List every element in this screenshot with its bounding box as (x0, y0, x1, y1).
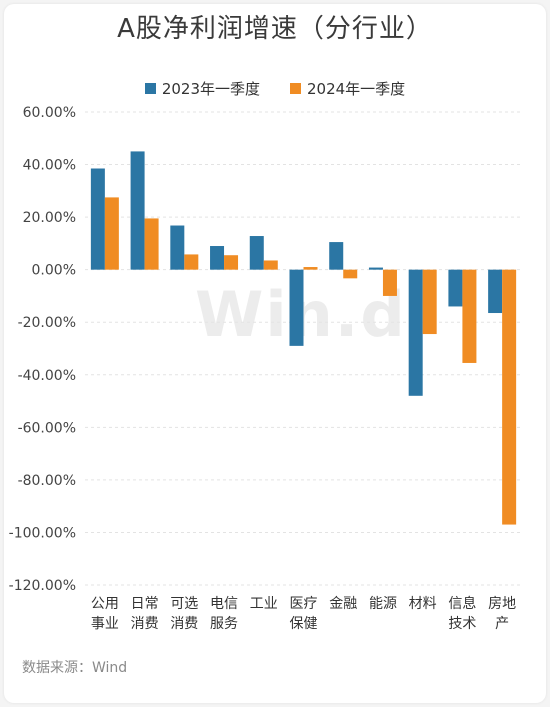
y-tick-label: -20.00% (18, 315, 76, 331)
bar-2023-8 (408, 269, 423, 396)
x-tick-label: 技术 (448, 616, 476, 632)
bar-2024-9 (462, 269, 477, 363)
bar-2023-4 (249, 236, 264, 270)
y-tick-label: 0.00% (32, 263, 76, 279)
bar-2023-2 (170, 225, 185, 270)
legend-swatch-2024 (290, 83, 301, 94)
x-tick-label: 信息 (448, 595, 476, 612)
bar-2023-0 (90, 168, 105, 270)
x-tick-label: 能源 (369, 596, 397, 612)
y-tick-label: -100.00% (9, 525, 76, 541)
y-tick-label: 40.00% (23, 158, 76, 174)
bar-2023-3 (210, 246, 225, 270)
chart-title: A股净利润增速（分行业） (117, 14, 433, 44)
x-tick-label: 电信 (210, 596, 238, 612)
bar-2024-10 (502, 269, 517, 525)
bar-2023-7 (368, 267, 383, 270)
legend-label-2023: 2023年一季度 (161, 80, 260, 98)
x-tick-label: 材料 (409, 596, 437, 612)
x-tick-label: 消费 (170, 616, 198, 632)
y-tick-label: 20.00% (23, 210, 76, 226)
x-tick-label: 房地 (488, 596, 516, 612)
legend-swatch-2023 (144, 83, 156, 94)
bar-2024-8 (422, 269, 437, 335)
bar-2024-0 (104, 197, 119, 270)
bar-2023-9 (448, 269, 463, 307)
legend-label-2024: 2024年一季度 (307, 80, 406, 98)
x-tick-label: 金融 (329, 596, 357, 612)
x-tick-label: 可选 (170, 596, 198, 612)
y-tick-label: 60.00% (23, 105, 76, 121)
bar-2024-2 (184, 254, 199, 270)
bar-2024-1 (144, 218, 159, 270)
y-tick-label: -80.00% (18, 473, 76, 489)
x-tick-label: 日常 (131, 596, 159, 612)
legend-item-2024: 2024年一季度 (290, 78, 405, 99)
bar-2023-10 (488, 269, 503, 314)
bar-2024-6 (343, 269, 358, 279)
bar-2024-7 (382, 269, 397, 296)
bar-2024-5 (303, 267, 318, 270)
data-source: 数据来源：Wind (22, 660, 128, 676)
bar-2023-5 (289, 269, 304, 346)
bar-2023-1 (130, 151, 145, 270)
x-tick-label: 保健 (290, 616, 318, 632)
x-tick-label: 消费 (131, 616, 159, 632)
bar-2024-3 (224, 255, 239, 270)
y-tick-label: -60.00% (18, 420, 76, 436)
bar-2024-4 (263, 260, 278, 270)
x-tick-label: 医疗 (290, 596, 318, 612)
bar-2023-6 (329, 242, 344, 270)
y-tick-label: -40.00% (18, 368, 76, 384)
x-tick-label: 事业 (91, 616, 119, 632)
chart-card (4, 4, 546, 703)
legend: 2023年一季度 2024年一季度 (0, 78, 550, 99)
y-tick-label: -120.00% (9, 578, 76, 594)
legend-item-2023: 2023年一季度 (144, 78, 260, 99)
x-tick-label: 公用 (91, 596, 119, 612)
x-tick-label: 工业 (250, 596, 278, 612)
x-tick-label: 产 (495, 616, 509, 632)
x-tick-label: 服务 (210, 616, 238, 632)
